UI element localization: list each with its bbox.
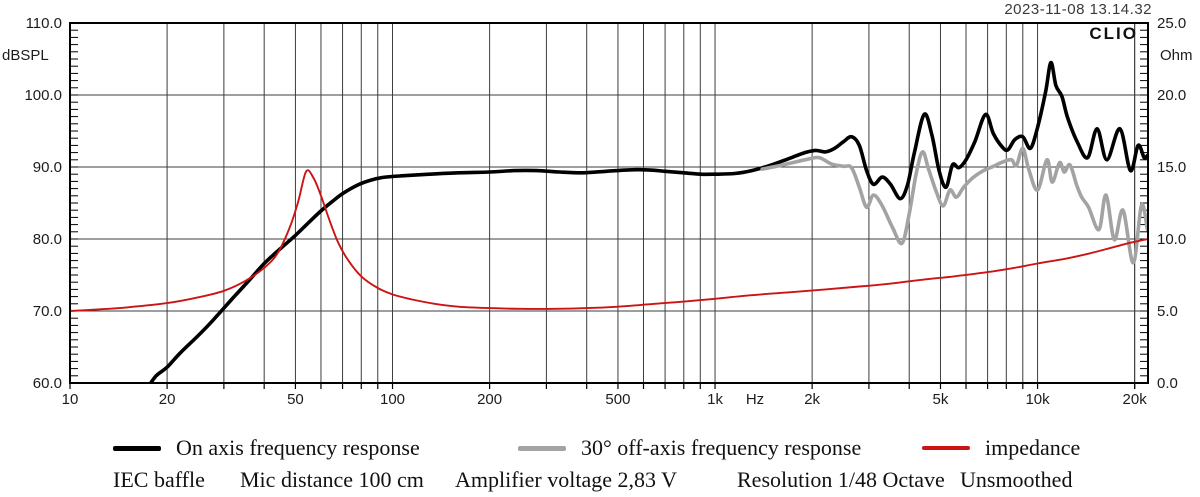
measurement-conditions: IEC baffle Mic distance 100 cm Amplifier… — [0, 467, 1200, 495]
y-left-axis-title: dBSPL — [2, 47, 49, 64]
condition-resolution: Resolution 1/48 Octave — [737, 467, 945, 492]
x-tick-label: 10k — [1025, 391, 1050, 408]
frequency-response-impedance-chart: 110.0100.090.080.070.060.0dBSPL25.020.01… — [2, 15, 1193, 408]
x-tick-label: 200 — [477, 391, 502, 408]
x-tick-label: 2k — [804, 391, 820, 408]
x-tick-label: 20 — [159, 391, 176, 408]
y-right-tick-label: 20.0 — [1157, 87, 1186, 104]
x-tick-label: 50 — [287, 391, 304, 408]
y-left-tick-label: 90.0 — [33, 159, 62, 176]
legend-label-impedance: impedance — [985, 435, 1081, 460]
condition-mic-distance: Mic distance 100 cm — [240, 467, 424, 492]
legend-label-on-axis: On axis frequency response — [176, 435, 420, 460]
y-left-tick-label: 70.0 — [33, 303, 62, 320]
y-left-tick-label: 110.0 — [26, 15, 62, 32]
y-right-tick-label: 5.0 — [1157, 303, 1178, 320]
x-tick-label: 5k — [933, 391, 949, 408]
chart-legend: On axis frequency response 30° off-axis … — [0, 433, 1200, 463]
condition-smoothing: Unsmoothed — [960, 467, 1073, 492]
on-axis-line-swatch — [113, 445, 161, 451]
y-right-tick-label: 25.0 — [1157, 15, 1186, 32]
impedance-curve — [70, 169, 1148, 312]
y-right-tick-label: 15.0 — [1157, 159, 1186, 176]
y-left-tick-label: 80.0 — [33, 231, 62, 248]
clio-logo: CLIO — [1089, 24, 1138, 43]
impedance-line-swatch — [922, 446, 970, 450]
y-right-tick-label: 0.0 — [1157, 375, 1178, 392]
timestamp: 2023-11-08 13.14.32 — [1004, 1, 1152, 18]
on-axis-response-curve — [148, 60, 1148, 383]
x-tick-label: 100 — [380, 391, 405, 408]
legend-item-impedance: impedance — [922, 433, 1080, 463]
legend-label-off-axis: 30° off-axis frequency response — [581, 435, 862, 460]
x-tick-label: 20k — [1123, 391, 1148, 408]
x-axis-unit-label: Hz — [746, 391, 764, 408]
x-tick-label: 500 — [605, 391, 630, 408]
condition-amplifier-voltage: Amplifier voltage 2,83 V — [455, 467, 677, 492]
off-axis-response-curve — [760, 146, 1148, 265]
condition-baffle: IEC baffle — [113, 467, 205, 492]
x-tick-label: 10 — [62, 391, 79, 408]
y-left-tick-label: 60.0 — [33, 375, 62, 392]
y-left-tick-label: 100.0 — [24, 87, 62, 104]
y-right-tick-label: 10.0 — [1157, 231, 1186, 248]
y-right-axis-title: Ohm — [1160, 47, 1193, 64]
legend-item-off-axis: 30° off-axis frequency response — [518, 433, 861, 463]
off-axis-line-swatch — [518, 445, 566, 451]
legend-item-on-axis: On axis frequency response — [113, 433, 420, 463]
x-tick-label: 1k — [707, 391, 723, 408]
